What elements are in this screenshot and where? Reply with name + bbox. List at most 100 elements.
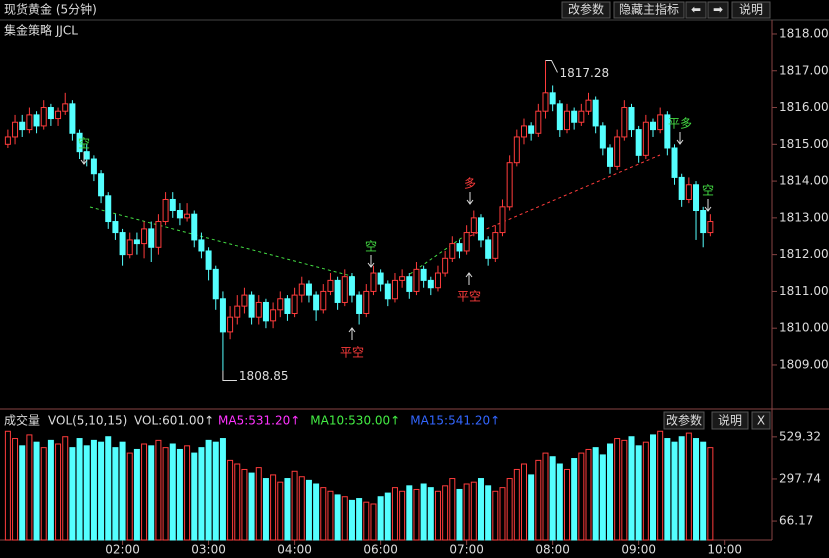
candle-body bbox=[449, 243, 456, 259]
volume-bar bbox=[506, 478, 513, 541]
volume-bar bbox=[19, 445, 26, 541]
volume-bar bbox=[513, 468, 520, 541]
volume-bar bbox=[148, 445, 155, 541]
candle-body bbox=[406, 276, 413, 292]
candle-body bbox=[506, 162, 513, 208]
candle-body bbox=[370, 272, 377, 292]
volume-bar bbox=[277, 481, 284, 541]
button[interactable] bbox=[561, 1, 611, 19]
signal: 平多 bbox=[668, 117, 692, 131]
candle-body bbox=[255, 301, 262, 318]
volume-bar bbox=[685, 432, 692, 541]
candle-body bbox=[678, 176, 685, 200]
volume-bar bbox=[234, 463, 241, 541]
candle-body bbox=[241, 294, 248, 307]
signal: 空 bbox=[702, 184, 714, 198]
y-tick-label: 529.32 bbox=[779, 429, 821, 443]
volume-bar bbox=[169, 443, 176, 541]
y-tick-label: 1815.00 bbox=[779, 137, 829, 151]
volume-bar bbox=[477, 478, 484, 541]
button[interactable] bbox=[663, 411, 705, 430]
candle-body bbox=[69, 103, 76, 134]
volume-bar bbox=[556, 463, 563, 541]
button-label[interactable]: X bbox=[757, 414, 765, 428]
candle-body bbox=[55, 110, 62, 120]
volume-bar bbox=[284, 478, 291, 541]
volume-bar bbox=[592, 447, 599, 541]
button-label[interactable]: 说明 bbox=[718, 413, 742, 428]
candle-body bbox=[693, 184, 700, 212]
candle-body bbox=[83, 151, 90, 160]
candle-body bbox=[549, 92, 556, 105]
button-label[interactable]: ➡ bbox=[713, 3, 723, 17]
y-tick-label: 1813.00 bbox=[779, 210, 829, 224]
candle-body bbox=[169, 198, 176, 212]
candle-body bbox=[442, 257, 449, 274]
volume-bar bbox=[55, 443, 62, 541]
legend-entry: MA5:531.20↑ bbox=[218, 414, 300, 428]
button[interactable] bbox=[613, 1, 685, 19]
volume-bar bbox=[191, 452, 198, 541]
volume-bar bbox=[162, 447, 169, 541]
volume-bar bbox=[69, 447, 76, 541]
button-label[interactable]: 改参数 bbox=[568, 2, 604, 17]
y-tick-label: 1816.00 bbox=[779, 100, 829, 114]
volume-bar bbox=[176, 448, 183, 541]
button[interactable] bbox=[731, 1, 771, 19]
volume-bar bbox=[12, 438, 19, 541]
candle-body bbox=[62, 103, 69, 112]
volume-bar bbox=[90, 439, 97, 541]
y-tick-label: 1810.00 bbox=[779, 321, 829, 335]
button[interactable] bbox=[685, 1, 707, 19]
volume-bar bbox=[599, 454, 606, 541]
candle-body bbox=[657, 114, 664, 131]
button[interactable] bbox=[711, 411, 749, 430]
x-tick-label: 06:00 bbox=[363, 543, 398, 557]
volume-bar bbox=[664, 438, 671, 541]
trend-line bbox=[409, 231, 471, 275]
subtitle: 集金策略 JJCL bbox=[4, 23, 78, 38]
signal-arrow bbox=[466, 199, 474, 205]
button[interactable] bbox=[751, 411, 771, 430]
volume-bar bbox=[442, 485, 449, 541]
candle-body bbox=[363, 290, 370, 314]
volume-current: VOL:601.00↑ bbox=[134, 414, 214, 428]
candle-body bbox=[528, 125, 535, 134]
candle-body bbox=[384, 283, 391, 300]
x-tick-label: 07:00 bbox=[449, 543, 484, 557]
volume-bar bbox=[219, 438, 226, 541]
title: 现货黄金 (5分钟) bbox=[4, 2, 97, 17]
candle-body bbox=[198, 239, 205, 252]
y-tick-label: 1817.00 bbox=[779, 63, 829, 77]
volume-bar bbox=[298, 476, 305, 541]
volume-bar bbox=[26, 434, 33, 541]
candle-body bbox=[650, 121, 657, 131]
volume-bar bbox=[384, 492, 391, 541]
signal-arrow bbox=[676, 139, 684, 145]
volume-bar bbox=[133, 448, 140, 541]
candle-body bbox=[33, 114, 40, 127]
signal-arrow bbox=[80, 159, 88, 165]
volume-bar bbox=[413, 488, 420, 541]
x-tick-label: 10:00 bbox=[707, 543, 742, 557]
volume-bar bbox=[499, 487, 506, 541]
candle-body bbox=[642, 121, 649, 156]
volume-bar bbox=[628, 436, 635, 541]
button-label[interactable]: 隐藏主指标 bbox=[619, 2, 679, 17]
volume-bar bbox=[126, 452, 133, 541]
signal: 平空 bbox=[340, 346, 364, 360]
x-tick-label: 04:00 bbox=[277, 543, 312, 557]
volume-bar bbox=[585, 448, 592, 541]
button[interactable] bbox=[707, 1, 729, 19]
button-label[interactable]: 改参数 bbox=[666, 413, 702, 428]
volume-bar bbox=[571, 458, 578, 541]
volume-bar bbox=[449, 478, 456, 541]
low-label: 1808.85 bbox=[239, 369, 289, 383]
candle-body bbox=[614, 136, 621, 167]
button-label[interactable]: ⬅ bbox=[691, 3, 701, 17]
candle-body bbox=[585, 99, 592, 112]
button-label[interactable]: 说明 bbox=[739, 2, 763, 17]
candle-body bbox=[184, 213, 191, 219]
candle-body bbox=[334, 279, 341, 303]
